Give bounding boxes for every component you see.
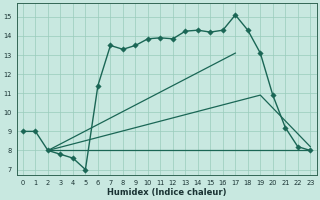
X-axis label: Humidex (Indice chaleur): Humidex (Indice chaleur) xyxy=(107,188,226,197)
